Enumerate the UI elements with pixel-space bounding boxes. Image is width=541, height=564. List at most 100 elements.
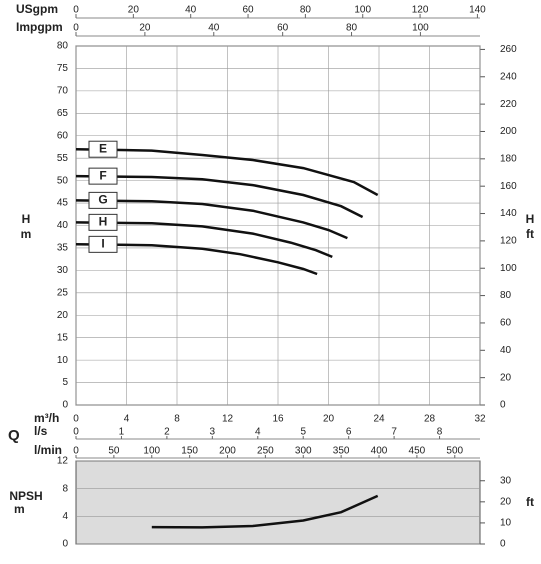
- tick-label: 20: [139, 23, 151, 34]
- tick-label: 300: [295, 446, 312, 457]
- tick-label: 100: [354, 5, 371, 16]
- y2-tick-label: 60: [500, 318, 512, 329]
- tick-label: 3: [210, 427, 216, 438]
- y2-tick-label: 140: [500, 208, 517, 219]
- y-tick-label: 60: [57, 130, 69, 141]
- y2-tick-label: 0: [500, 539, 506, 550]
- y-tick-label: 45: [57, 198, 69, 209]
- curve-label-box: [88, 140, 118, 158]
- flow-label: Q: [8, 427, 20, 444]
- y-tick-label: 40: [57, 220, 69, 231]
- y2-tick-label: 240: [500, 71, 517, 82]
- curve: [75, 199, 348, 240]
- axis-label: Impgpm: [16, 20, 63, 34]
- curve-label: E: [99, 141, 107, 155]
- tick-label: 0: [73, 427, 79, 438]
- x-tick-label: 12: [222, 414, 234, 425]
- curve-label-box: [88, 213, 118, 231]
- y2-tick-label: 180: [500, 153, 517, 164]
- y-tick-label: 8: [62, 483, 68, 494]
- x-label: m³/h: [34, 411, 59, 425]
- curve: [151, 494, 379, 529]
- tick-label: 0: [73, 23, 79, 34]
- y-tick-label: 50: [57, 175, 69, 186]
- x-tick-label: 8: [174, 414, 180, 425]
- tick-label: 40: [208, 23, 220, 34]
- axis-label: l/s: [34, 424, 48, 438]
- y2-tick-label: 260: [500, 44, 517, 55]
- curve: [75, 147, 379, 197]
- y-label: NPSH: [9, 489, 42, 503]
- y2-tick-label: 30: [500, 475, 512, 486]
- y-tick-label: 75: [57, 63, 69, 74]
- tick-label: 8: [437, 427, 443, 438]
- y-tick-label: 25: [57, 287, 69, 298]
- curve: [75, 174, 364, 219]
- tick-label: 200: [219, 446, 236, 457]
- curve-label: I: [101, 237, 104, 251]
- y-tick-label: 4: [62, 511, 68, 522]
- y-tick-label: 10: [57, 355, 69, 366]
- y-tick-label: 30: [57, 265, 69, 276]
- y-tick-label: 55: [57, 153, 69, 164]
- tick-label: 100: [412, 23, 429, 34]
- tick-label: 40: [185, 5, 197, 16]
- tick-label: 20: [128, 5, 140, 16]
- tick-label: 250: [257, 446, 274, 457]
- tick-label: 7: [391, 427, 397, 438]
- curve-label-box: [88, 235, 118, 253]
- curve-label: G: [98, 193, 107, 207]
- x-tick-label: 24: [373, 414, 385, 425]
- y-tick-label: 20: [57, 310, 69, 321]
- curve-label: H: [99, 215, 108, 229]
- tick-label: 150: [181, 446, 198, 457]
- tick-label: 5: [300, 427, 306, 438]
- curve-label-box: [88, 167, 118, 185]
- tick-label: 80: [346, 23, 358, 34]
- y-tick-label: 35: [57, 243, 69, 254]
- y-tick-label: 12: [57, 456, 69, 467]
- y2-tick-label: 200: [500, 126, 517, 137]
- y-tick-label: 80: [57, 41, 69, 52]
- tick-label: 2: [164, 427, 170, 438]
- tick-label: 60: [277, 23, 289, 34]
- y2-unit: ft: [526, 227, 534, 241]
- tick-label: 350: [333, 446, 350, 457]
- axis-label: USgpm: [16, 2, 58, 16]
- y-unit: m: [21, 227, 32, 241]
- y2-tick-label: 20: [500, 496, 512, 507]
- y2-tick-label: 80: [500, 290, 512, 301]
- y-tick-label: 15: [57, 332, 69, 343]
- tick-label: 140: [469, 5, 486, 16]
- curve-label: F: [99, 168, 106, 182]
- x-tick-label: 16: [272, 414, 284, 425]
- y2-label: H: [526, 212, 535, 226]
- tick-label: 50: [108, 446, 120, 457]
- tick-label: 1: [119, 427, 125, 438]
- y2-label: ft: [526, 495, 534, 509]
- x-tick-label: 20: [323, 414, 335, 425]
- tick-label: 0: [73, 446, 79, 457]
- y-tick-label: 5: [62, 377, 68, 388]
- tick-label: 4: [255, 427, 261, 438]
- y2-tick-label: 10: [500, 518, 512, 529]
- tick-label: 60: [242, 5, 254, 16]
- x-tick-label: 0: [73, 414, 79, 425]
- tick-label: 500: [446, 446, 463, 457]
- x-tick-label: 32: [474, 414, 486, 425]
- y-label: H: [22, 212, 31, 226]
- curve: [75, 243, 318, 276]
- y2-tick-label: 160: [500, 181, 517, 192]
- tick-label: 6: [346, 427, 352, 438]
- y2-tick-label: 40: [500, 345, 512, 356]
- y2-tick-label: 20: [500, 372, 512, 383]
- plot-area: [75, 460, 481, 545]
- y-unit: m: [14, 502, 25, 516]
- y2-tick-label: 220: [500, 99, 517, 110]
- tick-label: 0: [73, 5, 79, 16]
- axis-label: l/min: [34, 443, 62, 457]
- x-tick-label: 28: [424, 414, 436, 425]
- y2-tick-label: 120: [500, 236, 517, 247]
- tick-label: 450: [409, 446, 426, 457]
